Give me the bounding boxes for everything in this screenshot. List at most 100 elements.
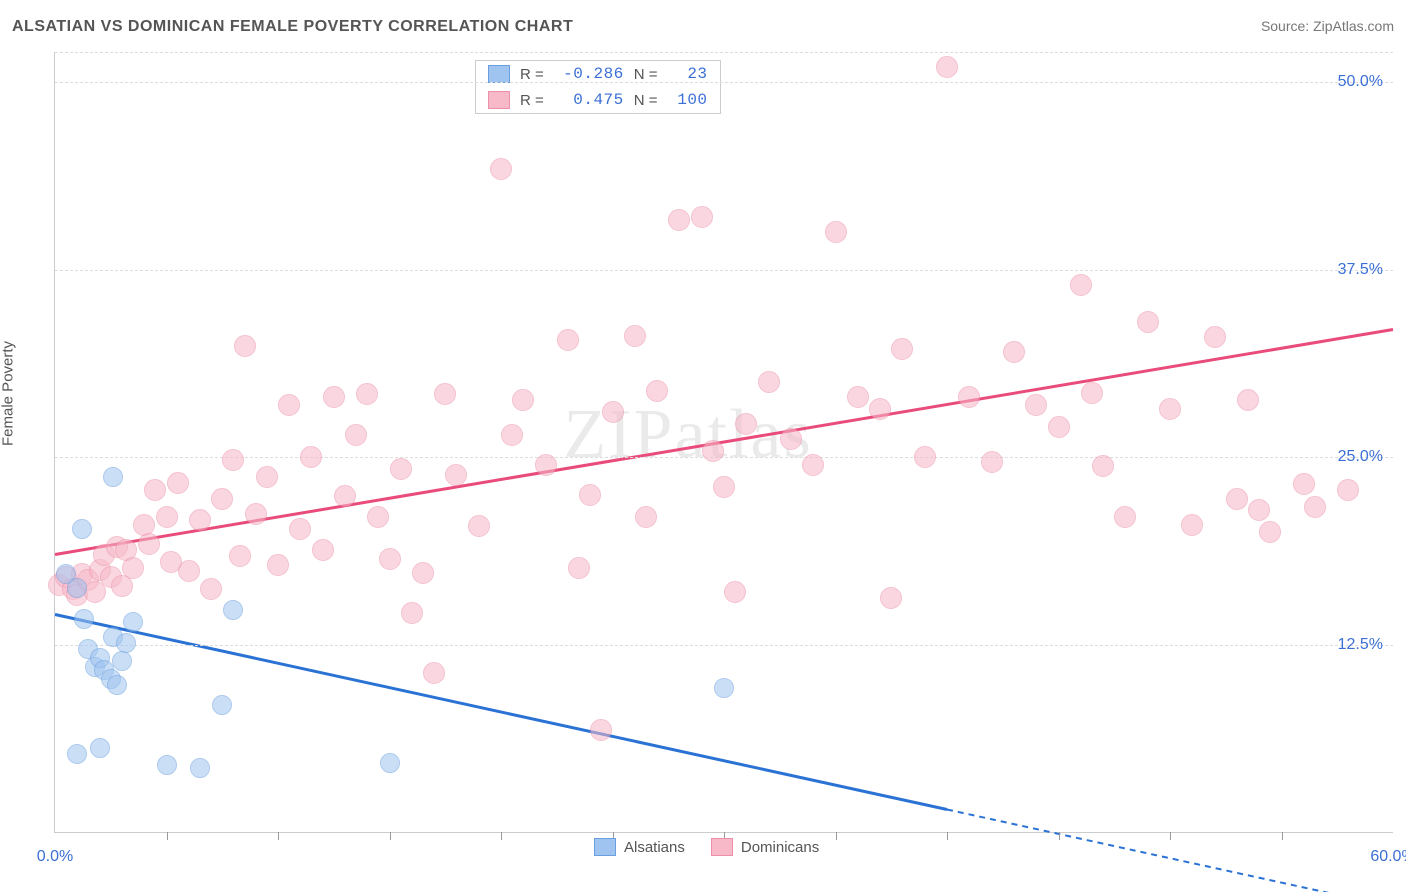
data-point — [190, 758, 210, 778]
data-point — [869, 398, 891, 420]
data-point — [157, 755, 177, 775]
data-point — [72, 519, 92, 539]
data-point — [434, 383, 456, 405]
data-point — [568, 557, 590, 579]
data-point — [590, 719, 612, 741]
n-value: 100 — [668, 91, 708, 109]
legend-swatch — [488, 91, 510, 109]
gridline — [55, 457, 1393, 458]
data-point — [289, 518, 311, 540]
data-point — [758, 371, 780, 393]
data-point — [223, 600, 243, 620]
r-label: R = — [520, 92, 544, 109]
gridline — [55, 270, 1393, 271]
data-point — [1159, 398, 1181, 420]
data-point — [1293, 473, 1315, 495]
data-point — [211, 488, 233, 510]
correlation-legend: R =-0.286N =23R =0.475N =100 — [475, 60, 721, 114]
data-point — [123, 612, 143, 632]
legend-item: Dominicans — [711, 838, 819, 856]
data-point — [379, 548, 401, 570]
n-label: N = — [634, 92, 658, 109]
data-point — [635, 506, 657, 528]
data-point — [557, 329, 579, 351]
legend-label: Dominicans — [741, 839, 819, 856]
y-tick-label: 37.5% — [1338, 261, 1383, 279]
plot-area: ZIPatlas R =-0.286N =23R =0.475N =100 12… — [54, 52, 1393, 833]
trend-lines — [55, 52, 1393, 832]
data-point — [156, 506, 178, 528]
data-point — [1237, 389, 1259, 411]
data-point — [334, 485, 356, 507]
data-point — [133, 514, 155, 536]
data-point — [401, 602, 423, 624]
data-point — [825, 221, 847, 243]
data-point — [914, 446, 936, 468]
data-point — [229, 545, 251, 567]
data-point — [90, 738, 110, 758]
data-point — [323, 386, 345, 408]
legend-label: Alsatians — [624, 839, 685, 856]
x-tick — [501, 832, 502, 840]
data-point — [880, 587, 902, 609]
data-point — [167, 472, 189, 494]
data-point — [847, 386, 869, 408]
series-legend: Alsatians Dominicans — [594, 838, 819, 856]
r-label: R = — [520, 66, 544, 83]
data-point — [234, 335, 256, 357]
data-point — [200, 578, 222, 600]
data-point — [1003, 341, 1025, 363]
data-point — [958, 386, 980, 408]
legend-row: R =0.475N =100 — [476, 87, 720, 113]
source-prefix: Source: — [1261, 18, 1313, 34]
data-point — [624, 325, 646, 347]
data-point — [981, 451, 1003, 473]
gridline — [55, 645, 1393, 646]
data-point — [445, 464, 467, 486]
data-point — [646, 380, 668, 402]
data-point — [178, 560, 200, 582]
data-point — [1337, 479, 1359, 501]
x-tick-label: 60.0% — [1370, 848, 1406, 866]
data-point — [512, 389, 534, 411]
data-point — [278, 394, 300, 416]
source-name: ZipAtlas.com — [1313, 18, 1394, 34]
data-point — [245, 503, 267, 525]
data-point — [222, 449, 244, 471]
n-label: N = — [634, 66, 658, 83]
data-point — [74, 609, 94, 629]
data-point — [345, 424, 367, 446]
legend-swatch — [711, 838, 733, 856]
data-point — [103, 467, 123, 487]
x-tick — [278, 832, 279, 840]
data-point — [535, 454, 557, 476]
data-point — [1081, 382, 1103, 404]
legend-swatch — [594, 838, 616, 856]
data-point — [1226, 488, 1248, 510]
x-tick — [836, 832, 837, 840]
data-point — [423, 662, 445, 684]
data-point — [780, 428, 802, 450]
data-point — [1137, 311, 1159, 333]
y-tick-label: 25.0% — [1338, 448, 1383, 466]
data-point — [122, 557, 144, 579]
y-tick-label: 50.0% — [1338, 73, 1383, 91]
data-point — [691, 206, 713, 228]
y-axis-label: Female Poverty — [0, 341, 17, 446]
data-point — [1181, 514, 1203, 536]
data-point — [579, 484, 601, 506]
data-point — [668, 209, 690, 231]
x-tick — [1059, 832, 1060, 840]
data-point — [936, 56, 958, 78]
data-point — [112, 651, 132, 671]
data-point — [802, 454, 824, 476]
data-point — [367, 506, 389, 528]
chart-title: ALSATIAN VS DOMINICAN FEMALE POVERTY COR… — [12, 18, 573, 36]
source-attribution: Source: ZipAtlas.com — [1261, 18, 1394, 34]
data-point — [724, 581, 746, 603]
gridline — [55, 82, 1393, 83]
data-point — [267, 554, 289, 576]
data-point — [300, 446, 322, 468]
data-point — [1048, 416, 1070, 438]
data-point — [67, 578, 87, 598]
